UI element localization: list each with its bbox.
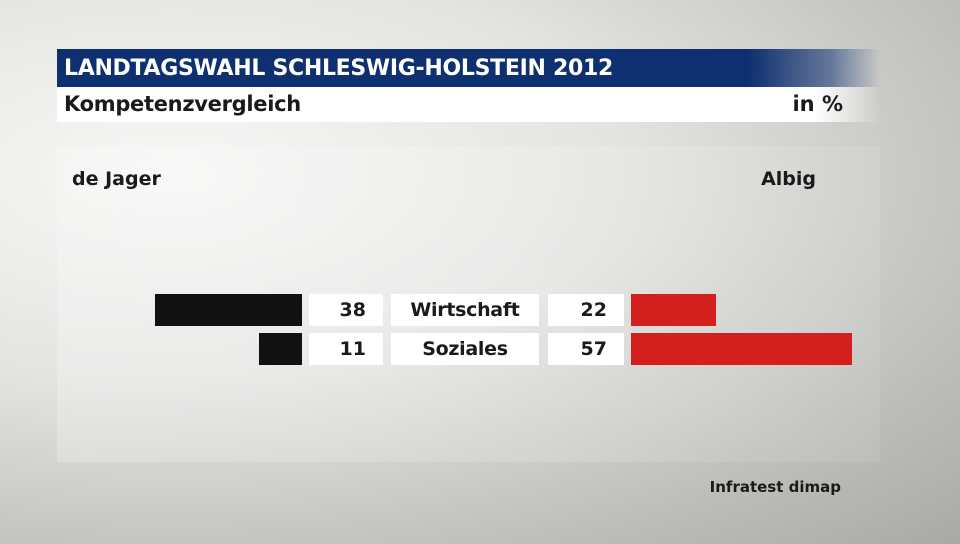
chart-row: 11 Soziales 57 xyxy=(0,333,960,365)
value-label-albig: 22 xyxy=(548,294,624,326)
series-label-albig: Albig xyxy=(761,168,816,190)
series-label-de-jager: de Jager xyxy=(72,168,161,190)
chart-subtitle: Kompetenzvergleich xyxy=(64,92,301,116)
category-label: Wirtschaft xyxy=(391,294,539,326)
bar-albig xyxy=(631,333,852,365)
bar-de-jager xyxy=(259,333,302,365)
bar-de-jager xyxy=(154,294,302,326)
value-label-de-jager: 11 xyxy=(309,333,383,365)
category-label: Soziales xyxy=(391,333,539,365)
chart-row: 38 Wirtschaft 22 xyxy=(0,294,960,326)
source-label: Infratest dimap xyxy=(709,478,841,496)
value-label-albig: 57 xyxy=(548,333,624,365)
unit-label: in % xyxy=(792,92,843,116)
subtitle-bar: Kompetenzvergleich in % xyxy=(57,87,880,122)
chart-title: LANDTAGSWAHL SCHLESWIG-HOLSTEIN 2012 xyxy=(64,56,613,81)
bar-albig xyxy=(631,294,717,326)
value-label-de-jager: 38 xyxy=(309,294,383,326)
header-bar: LANDTAGSWAHL SCHLESWIG-HOLSTEIN 2012 xyxy=(57,49,880,87)
